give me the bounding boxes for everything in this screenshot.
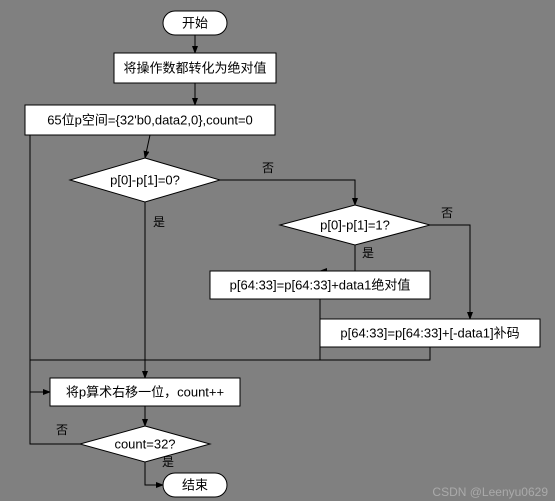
watermark: CSDN @Leenyu0629 [432, 485, 548, 499]
node-p-add: p[64:33]=p[64:33]+data1绝对值 [210, 271, 430, 299]
cnt-yes-label: 是 [162, 455, 174, 469]
abs-label: 将操作数都转化为绝对值 [123, 61, 266, 76]
start-label: 开始 [182, 16, 208, 31]
flowchart: 开始 将操作数都转化为绝对值 65位p空间={32'b0,data2,0},co… [0, 0, 555, 501]
d0-label: p[0]-p[1]=0? [110, 173, 180, 188]
node-end: 结束 [163, 473, 227, 497]
node-start: 开始 [163, 11, 227, 35]
node-shift: 将p算术右移一位，count++ [50, 378, 240, 406]
node-abs: 将操作数都转化为绝对值 [114, 53, 276, 83]
p-add-label: p[64:33]=p[64:33]+data1绝对值 [230, 278, 411, 293]
cnt-no-label: 否 [56, 423, 68, 437]
d0-yes-label: 是 [153, 215, 165, 229]
init-label: 65位p空间={32'b0,data2,0},count=0 [47, 113, 253, 128]
node-init: 65位p空间={32'b0,data2,0},count=0 [25, 105, 275, 135]
cnt-label: count=32? [114, 437, 175, 452]
d1-no-label: 否 [441, 206, 453, 220]
end-label: 结束 [182, 478, 208, 493]
d1-yes-label: 是 [362, 246, 374, 260]
d1-label: p[0]-p[1]=1? [320, 218, 390, 233]
p-comp-label: p[64:33]=p[64:33]+[-data1]补码 [340, 326, 519, 341]
node-p-comp: p[64:33]=p[64:33]+[-data1]补码 [320, 319, 540, 347]
d0-no-label: 否 [262, 161, 274, 175]
canvas-bg [0, 0, 555, 501]
shift-label: 将p算术右移一位，count++ [66, 385, 224, 400]
